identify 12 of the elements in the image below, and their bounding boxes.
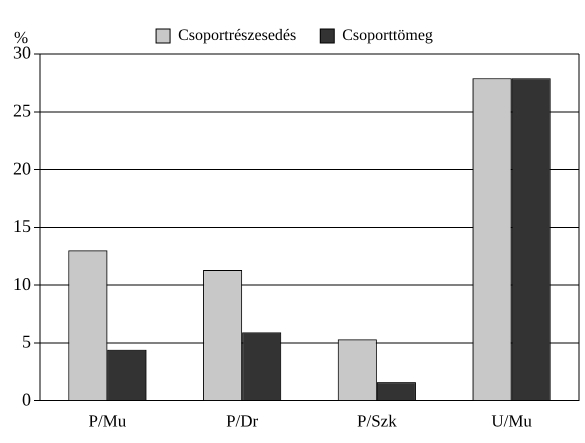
- y-tick-label: 25: [13, 100, 31, 120]
- x-tick-label: U/Mu: [491, 411, 532, 430]
- x-tick-label: P/Szk: [357, 411, 398, 430]
- x-tick-label: P/Mu: [88, 411, 127, 430]
- legend-label: Csoporttömeg: [342, 27, 433, 44]
- y-tick-label: 0: [22, 389, 31, 410]
- y-tick-label: 10: [13, 274, 31, 294]
- y-tick-label: 15: [13, 216, 31, 236]
- y-tick-label: 20: [13, 158, 31, 178]
- y-tick-label: 5: [22, 332, 31, 352]
- legend-label: Csoportrészesedés: [178, 27, 296, 44]
- x-tick-label: P/Dr: [226, 411, 259, 430]
